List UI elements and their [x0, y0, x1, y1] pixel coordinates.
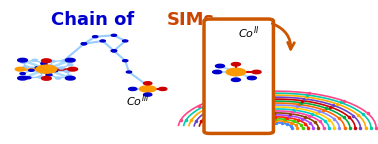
Circle shape [62, 60, 67, 62]
Circle shape [126, 71, 132, 73]
Circle shape [245, 80, 250, 82]
Circle shape [36, 65, 57, 73]
Circle shape [231, 62, 240, 66]
FancyBboxPatch shape [204, 19, 273, 133]
Circle shape [139, 86, 156, 92]
Circle shape [67, 75, 72, 77]
Circle shape [68, 67, 77, 71]
Circle shape [210, 71, 215, 73]
Circle shape [210, 75, 215, 77]
Circle shape [252, 70, 261, 74]
Circle shape [40, 71, 45, 73]
Circle shape [26, 77, 31, 79]
Circle shape [93, 36, 98, 38]
Circle shape [239, 73, 244, 75]
Circle shape [234, 80, 239, 82]
Circle shape [53, 70, 57, 72]
Circle shape [159, 87, 167, 90]
Circle shape [122, 60, 128, 62]
Circle shape [221, 76, 226, 78]
Circle shape [32, 59, 37, 61]
Circle shape [65, 70, 70, 72]
Circle shape [56, 77, 61, 79]
Circle shape [226, 68, 246, 76]
Circle shape [81, 43, 87, 45]
Circle shape [230, 76, 235, 78]
Circle shape [247, 76, 256, 80]
Circle shape [15, 67, 25, 71]
Circle shape [47, 74, 52, 76]
Circle shape [35, 67, 40, 69]
Circle shape [50, 60, 55, 62]
Circle shape [65, 58, 75, 62]
Circle shape [112, 50, 116, 52]
Circle shape [112, 34, 116, 36]
Text: $Co^{II}$: $Co^{II}$ [238, 24, 260, 41]
Text: $Co^{III}$: $Co^{III}$ [127, 92, 150, 109]
Circle shape [38, 76, 43, 78]
Circle shape [42, 59, 51, 62]
Circle shape [21, 61, 26, 63]
Circle shape [48, 65, 53, 67]
Circle shape [81, 43, 87, 45]
Circle shape [68, 64, 73, 66]
Circle shape [220, 70, 225, 72]
Circle shape [65, 76, 75, 80]
FancyArrowPatch shape [272, 24, 294, 49]
Circle shape [41, 62, 46, 65]
Circle shape [227, 73, 232, 75]
Circle shape [231, 78, 240, 82]
Circle shape [112, 50, 116, 52]
Circle shape [59, 67, 64, 69]
Circle shape [18, 76, 28, 80]
Circle shape [122, 40, 128, 42]
Circle shape [20, 73, 25, 75]
Text: SIMs: SIMs [166, 11, 215, 29]
Circle shape [129, 87, 137, 90]
Text: Chain of: Chain of [51, 11, 140, 29]
Circle shape [23, 66, 28, 68]
Circle shape [144, 82, 152, 85]
Circle shape [100, 40, 105, 42]
Circle shape [213, 70, 222, 74]
Circle shape [18, 58, 28, 62]
Circle shape [248, 76, 253, 78]
Circle shape [215, 64, 225, 68]
Circle shape [144, 93, 152, 96]
Circle shape [29, 69, 34, 71]
Circle shape [42, 76, 51, 80]
